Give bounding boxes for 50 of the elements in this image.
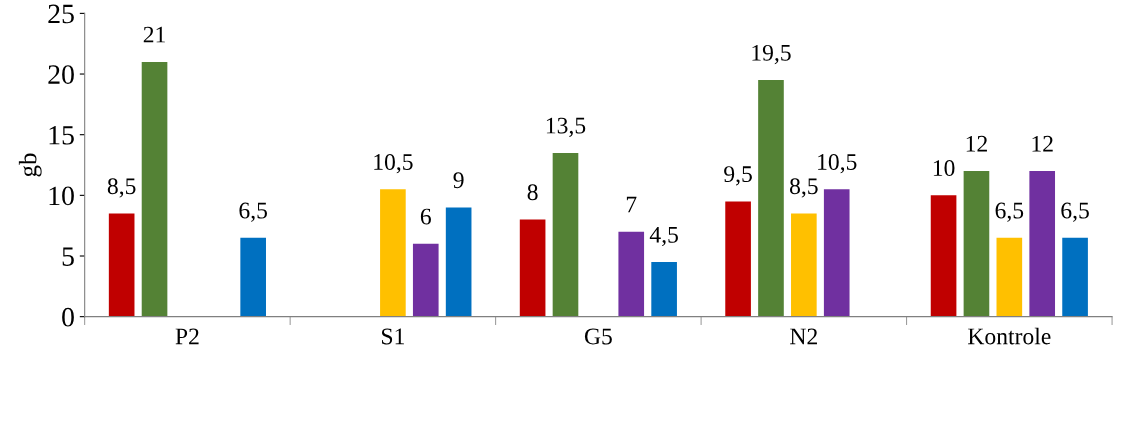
bar — [963, 171, 990, 317]
data-label: 10,5 — [818, 154, 857, 174]
data-label: 6,5 — [1061, 202, 1089, 222]
bar — [1029, 171, 1056, 317]
data-label: 8,5 — [107, 178, 136, 198]
data-label: 6,5 — [239, 202, 267, 222]
bar — [651, 262, 677, 317]
data-label: 6,5 — [995, 202, 1024, 222]
data-label: 8 — [527, 184, 538, 201]
x-tick-label: G5 — [584, 328, 612, 345]
bar — [618, 231, 645, 317]
y-tick-label: 5 — [62, 247, 74, 266]
data-label: 4,5 — [649, 226, 678, 247]
bar — [758, 80, 784, 317]
x-tick-label: N2 — [790, 328, 817, 345]
bar — [412, 243, 439, 317]
bar — [725, 201, 751, 317]
x-tick-label: P2 — [175, 328, 199, 345]
bar — [930, 195, 957, 317]
y-axis-title: gb — [18, 153, 42, 177]
data-label: 10,5 — [374, 154, 413, 174]
bar — [141, 61, 168, 317]
x-tick-label: Kontrole — [968, 327, 1051, 345]
data-label: 10 — [933, 160, 955, 176]
bar — [996, 237, 1023, 317]
data-label: 9 — [453, 172, 464, 189]
bar — [552, 152, 579, 317]
data-label: 19,5 — [752, 44, 791, 65]
bar — [1062, 237, 1088, 317]
y-tick-label: 15 — [49, 125, 74, 145]
data-label: 12 — [966, 135, 987, 152]
data-label: 13,5 — [546, 117, 586, 137]
bar — [823, 189, 850, 317]
data-label: 7 — [626, 196, 637, 213]
bar — [240, 237, 266, 317]
bar — [380, 189, 406, 317]
data-label: 6 — [420, 208, 431, 225]
x-tick-label: S1 — [382, 328, 404, 345]
data-label: 8,5 — [789, 178, 818, 198]
y-tick-label: 25 — [48, 4, 74, 24]
y-tick-label: 10 — [49, 186, 74, 206]
y-tick-label: 20 — [48, 65, 74, 84]
y-tick-label: 0 — [62, 307, 74, 327]
bar — [519, 219, 546, 317]
data-label: 9,5 — [724, 166, 752, 186]
data-label: 21 — [143, 26, 165, 43]
bar — [108, 213, 135, 317]
data-label: 12 — [1032, 135, 1053, 152]
bar — [445, 207, 472, 317]
bar — [791, 213, 817, 317]
